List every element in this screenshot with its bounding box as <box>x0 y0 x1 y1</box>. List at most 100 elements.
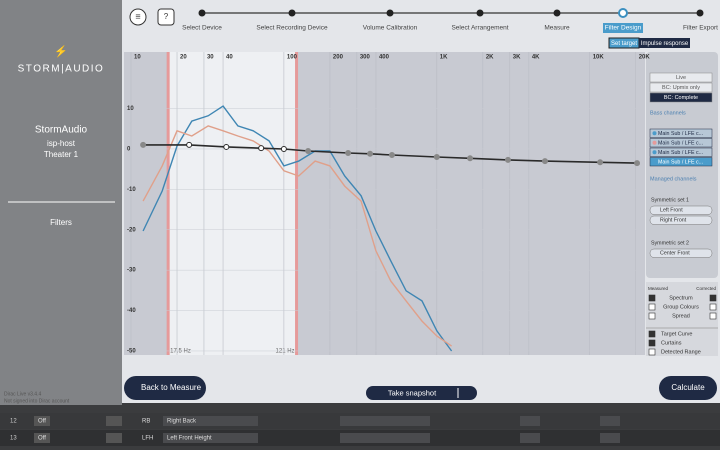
y-tick-label: 0 <box>127 147 131 153</box>
button-label: Take snapshot <box>388 388 437 397</box>
bass-label: Main Sub / LFE c... <box>658 159 703 165</box>
back-button[interactable] <box>124 376 206 400</box>
managed-channel[interactable] <box>649 205 713 215</box>
step-label: Select Arrangement <box>451 25 508 32</box>
target-point[interactable] <box>634 160 641 167</box>
managed-channel[interactable] <box>649 248 713 258</box>
x-tick-label: 400 <box>379 55 390 61</box>
x-tick-label: 300 <box>360 55 371 61</box>
legend-panel <box>646 282 718 356</box>
measurement-curve <box>142 105 453 352</box>
row-toggle[interactable] <box>34 433 50 443</box>
x-tick-label: 100 <box>287 55 298 61</box>
legend-label: Spread <box>672 313 690 319</box>
set-name: Symmetric set 1 <box>651 197 689 203</box>
menu-button[interactable] <box>129 8 147 26</box>
checkbox[interactable] <box>648 303 656 311</box>
y-tick-label: 10 <box>127 106 134 112</box>
checkbox[interactable] <box>648 330 656 338</box>
checkbox[interactable] <box>709 312 717 320</box>
target-point[interactable] <box>305 147 312 154</box>
logo: STORM|AUDIO <box>18 64 105 75</box>
target-point[interactable] <box>597 159 604 166</box>
checkbox[interactable] <box>648 339 656 347</box>
row-name: Right Back <box>167 419 197 425</box>
row-toggle[interactable] <box>106 433 122 443</box>
step-dot[interactable] <box>618 8 628 18</box>
device-name: StormAudio <box>35 125 88 136</box>
row-field <box>520 416 540 426</box>
legend-label: Curtains <box>661 340 682 346</box>
target-point[interactable] <box>223 143 230 150</box>
checkbox[interactable] <box>648 294 656 302</box>
host-name: isp-host <box>47 139 76 148</box>
menu-icon: ≡ <box>135 11 140 21</box>
calculate-button[interactable] <box>659 376 717 400</box>
row-name-box <box>163 433 258 443</box>
channel-dot <box>652 150 657 155</box>
step-dot[interactable] <box>386 9 394 17</box>
target-point[interactable] <box>367 150 374 157</box>
mode-option[interactable] <box>649 92 713 103</box>
channel-dot <box>652 131 657 136</box>
target-point[interactable] <box>345 150 352 156</box>
mode-option[interactable] <box>649 72 713 83</box>
target-point[interactable] <box>541 158 548 165</box>
legend-label: Target Curve <box>661 331 693 337</box>
checkbox[interactable] <box>648 312 656 320</box>
row-code: LFH <box>142 436 153 442</box>
row-name: Left Front Height <box>167 436 212 442</box>
help-button[interactable] <box>157 8 175 26</box>
mode-label: BC: Complete <box>664 95 698 101</box>
bass-channel[interactable] <box>649 128 713 138</box>
row-field <box>600 416 620 426</box>
mode-option[interactable] <box>649 82 713 93</box>
checkbox[interactable] <box>709 294 717 302</box>
nav-item: Filters <box>50 218 72 227</box>
row-toggle[interactable] <box>106 416 122 426</box>
legend-head: Measured <box>648 286 669 291</box>
bass-label: Main Sub / LFE c... <box>658 131 703 137</box>
legend-head: Corrected <box>696 286 716 291</box>
row-toggle[interactable] <box>34 416 50 426</box>
checkbox[interactable] <box>709 303 717 311</box>
step-dot[interactable] <box>553 9 561 17</box>
target-point[interactable] <box>258 145 265 152</box>
row-field <box>340 416 430 426</box>
bass-channel[interactable] <box>649 138 713 148</box>
bass-channel[interactable] <box>649 147 713 157</box>
target-point[interactable] <box>140 141 147 148</box>
target-point[interactable] <box>433 154 440 161</box>
channel-label: Center Front <box>660 251 690 257</box>
step-label: Filter Export <box>683 25 718 32</box>
logo-icon: ⚡ <box>54 45 68 58</box>
tab[interactable] <box>639 38 690 48</box>
target-point[interactable] <box>186 141 193 148</box>
step-dot[interactable] <box>476 9 484 17</box>
step-label: Measure <box>544 25 570 32</box>
target-point[interactable] <box>280 145 287 152</box>
x-tick-label: 200 <box>333 55 344 61</box>
step-dot[interactable] <box>198 9 206 17</box>
x-tick-label: 2K <box>486 55 494 61</box>
target-point[interactable] <box>388 152 395 159</box>
bass-label: Main Sub / LFE c... <box>658 150 703 156</box>
snapshot-button[interactable] <box>366 386 477 400</box>
channel-label: Right Front <box>660 218 687 224</box>
section-title: Bass channels <box>650 110 686 116</box>
row-number: 12 <box>10 419 17 425</box>
checkbox[interactable] <box>648 348 656 356</box>
step-dot[interactable] <box>288 9 296 17</box>
row-name-box <box>163 416 258 426</box>
step-dot[interactable] <box>696 9 704 17</box>
x-tick-label: 20 <box>180 55 187 61</box>
bass-channel[interactable] <box>649 157 713 167</box>
row-field <box>600 433 620 443</box>
row-code: RB <box>142 419 150 425</box>
x-tick-label: 3K <box>513 55 521 61</box>
y-tick-label: -40 <box>127 308 136 314</box>
target-point[interactable] <box>504 156 511 163</box>
managed-channel[interactable] <box>649 215 713 225</box>
target-point[interactable] <box>467 155 474 162</box>
